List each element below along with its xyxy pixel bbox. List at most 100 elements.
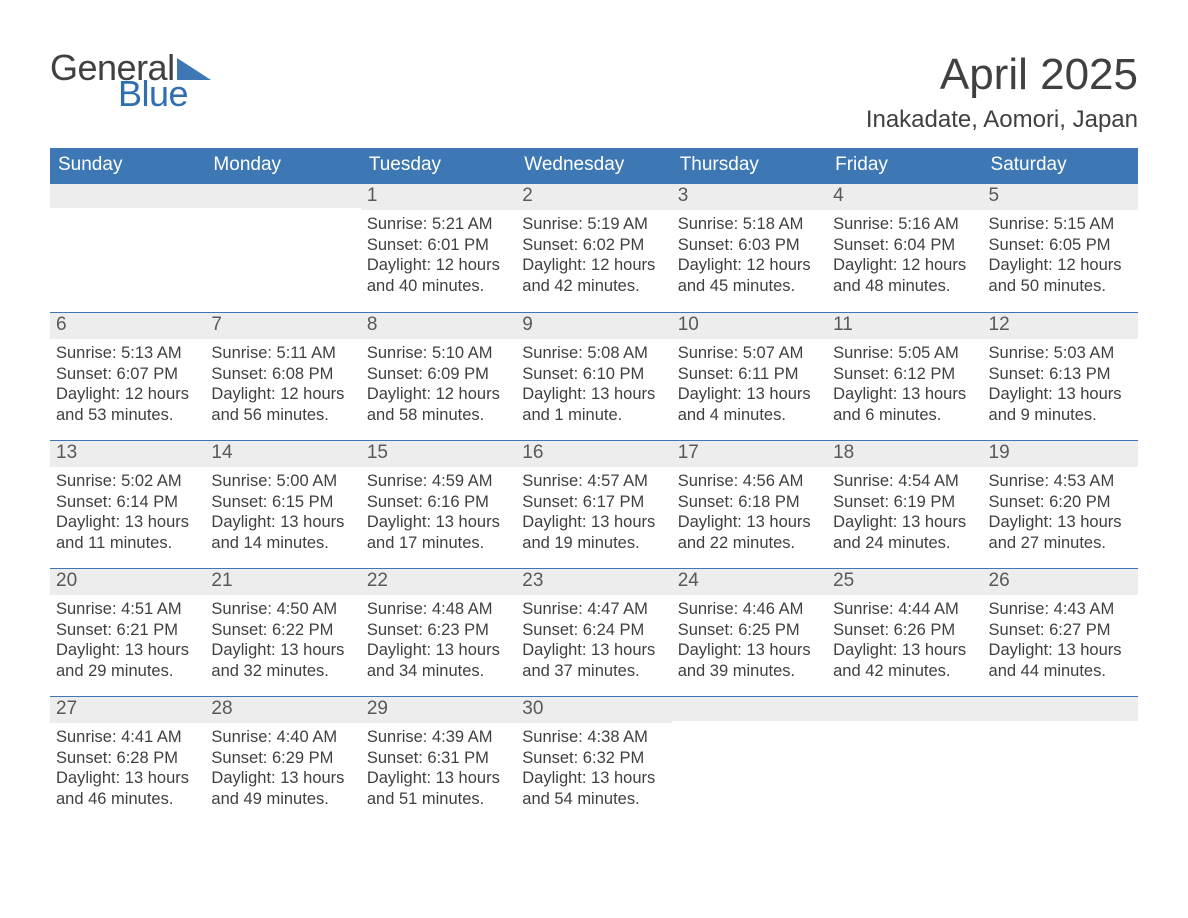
day-number: 29 xyxy=(361,697,516,723)
day-details: Sunrise: 5:13 AMSunset: 6:07 PMDaylight:… xyxy=(50,339,205,432)
day-details: Sunrise: 5:07 AMSunset: 6:11 PMDaylight:… xyxy=(672,339,827,432)
day-details: Sunrise: 5:02 AMSunset: 6:14 PMDaylight:… xyxy=(50,467,205,560)
sunrise-text: Sunrise: 4:57 AM xyxy=(522,471,665,492)
day-number: 20 xyxy=(50,569,205,595)
calendar-day: 15Sunrise: 4:59 AMSunset: 6:16 PMDayligh… xyxy=(361,441,516,568)
sunrise-text: Sunrise: 5:13 AM xyxy=(56,343,199,364)
sunrise-text: Sunrise: 5:07 AM xyxy=(678,343,821,364)
page-title: April 2025 xyxy=(866,50,1138,100)
calendar-day: 27Sunrise: 4:41 AMSunset: 6:28 PMDayligh… xyxy=(50,697,205,824)
calendar-day: 19Sunrise: 4:53 AMSunset: 6:20 PMDayligh… xyxy=(983,441,1138,568)
sunset-text: Sunset: 6:01 PM xyxy=(367,235,510,256)
day-number: 21 xyxy=(205,569,360,595)
calendar-day xyxy=(205,184,360,312)
day-details: Sunrise: 4:47 AMSunset: 6:24 PMDaylight:… xyxy=(516,595,671,688)
sunset-text: Sunset: 6:17 PM xyxy=(522,492,665,513)
day-number: 24 xyxy=(672,569,827,595)
sunset-text: Sunset: 6:23 PM xyxy=(367,620,510,641)
calendar-day: 17Sunrise: 4:56 AMSunset: 6:18 PMDayligh… xyxy=(672,441,827,568)
day-details: Sunrise: 5:03 AMSunset: 6:13 PMDaylight:… xyxy=(983,339,1138,432)
calendar-day xyxy=(827,697,982,824)
sunset-text: Sunset: 6:25 PM xyxy=(678,620,821,641)
sunset-text: Sunset: 6:28 PM xyxy=(56,748,199,769)
daylight-text: Daylight: 13 hours and 49 minutes. xyxy=(211,768,354,809)
sunrise-text: Sunrise: 4:46 AM xyxy=(678,599,821,620)
daylight-text: Daylight: 13 hours and 42 minutes. xyxy=(833,640,976,681)
daylight-text: Daylight: 12 hours and 42 minutes. xyxy=(522,255,665,296)
dow-saturday: Saturday xyxy=(983,148,1138,184)
sunrise-text: Sunrise: 4:59 AM xyxy=(367,471,510,492)
sunrise-text: Sunrise: 5:00 AM xyxy=(211,471,354,492)
sunset-text: Sunset: 6:29 PM xyxy=(211,748,354,769)
daylight-text: Daylight: 13 hours and 51 minutes. xyxy=(367,768,510,809)
calendar-day: 6Sunrise: 5:13 AMSunset: 6:07 PMDaylight… xyxy=(50,313,205,440)
weeks-container: 1Sunrise: 5:21 AMSunset: 6:01 PMDaylight… xyxy=(50,184,1138,824)
sunset-text: Sunset: 6:12 PM xyxy=(833,364,976,385)
day-details: Sunrise: 4:50 AMSunset: 6:22 PMDaylight:… xyxy=(205,595,360,688)
calendar-day xyxy=(672,697,827,824)
day-number: 28 xyxy=(205,697,360,723)
calendar-day: 23Sunrise: 4:47 AMSunset: 6:24 PMDayligh… xyxy=(516,569,671,696)
day-number: 1 xyxy=(361,184,516,210)
daylight-text: Daylight: 13 hours and 27 minutes. xyxy=(989,512,1132,553)
daylight-text: Daylight: 12 hours and 45 minutes. xyxy=(678,255,821,296)
daylight-text: Daylight: 13 hours and 19 minutes. xyxy=(522,512,665,553)
sunset-text: Sunset: 6:10 PM xyxy=(522,364,665,385)
day-of-week-header: Sunday Monday Tuesday Wednesday Thursday… xyxy=(50,148,1138,184)
day-details: Sunrise: 5:10 AMSunset: 6:09 PMDaylight:… xyxy=(361,339,516,432)
sunset-text: Sunset: 6:05 PM xyxy=(989,235,1132,256)
day-number: 26 xyxy=(983,569,1138,595)
daylight-text: Daylight: 12 hours and 40 minutes. xyxy=(367,255,510,296)
sunrise-text: Sunrise: 4:38 AM xyxy=(522,727,665,748)
sunrise-text: Sunrise: 4:39 AM xyxy=(367,727,510,748)
day-details: Sunrise: 4:59 AMSunset: 6:16 PMDaylight:… xyxy=(361,467,516,560)
sunrise-text: Sunrise: 4:51 AM xyxy=(56,599,199,620)
sunset-text: Sunset: 6:02 PM xyxy=(522,235,665,256)
sunrise-text: Sunrise: 4:50 AM xyxy=(211,599,354,620)
title-block: April 2025 Inakadate, Aomori, Japan xyxy=(866,50,1138,134)
day-details: Sunrise: 4:40 AMSunset: 6:29 PMDaylight:… xyxy=(205,723,360,816)
sunset-text: Sunset: 6:11 PM xyxy=(678,364,821,385)
dow-sunday: Sunday xyxy=(50,148,205,184)
dow-tuesday: Tuesday xyxy=(361,148,516,184)
sunrise-text: Sunrise: 4:54 AM xyxy=(833,471,976,492)
day-number: 6 xyxy=(50,313,205,339)
calendar-day: 9Sunrise: 5:08 AMSunset: 6:10 PMDaylight… xyxy=(516,313,671,440)
sunset-text: Sunset: 6:26 PM xyxy=(833,620,976,641)
calendar-day: 25Sunrise: 4:44 AMSunset: 6:26 PMDayligh… xyxy=(827,569,982,696)
daylight-text: Daylight: 13 hours and 29 minutes. xyxy=(56,640,199,681)
day-number xyxy=(983,697,1138,721)
calendar-day: 16Sunrise: 4:57 AMSunset: 6:17 PMDayligh… xyxy=(516,441,671,568)
sunrise-text: Sunrise: 5:10 AM xyxy=(367,343,510,364)
calendar-page: General Blue April 2025 Inakadate, Aomor… xyxy=(0,0,1188,864)
sunset-text: Sunset: 6:13 PM xyxy=(989,364,1132,385)
day-number xyxy=(827,697,982,721)
sunrise-text: Sunrise: 4:53 AM xyxy=(989,471,1132,492)
daylight-text: Daylight: 13 hours and 1 minute. xyxy=(522,384,665,425)
calendar-day: 26Sunrise: 4:43 AMSunset: 6:27 PMDayligh… xyxy=(983,569,1138,696)
day-number: 9 xyxy=(516,313,671,339)
calendar-day: 10Sunrise: 5:07 AMSunset: 6:11 PMDayligh… xyxy=(672,313,827,440)
calendar-day: 4Sunrise: 5:16 AMSunset: 6:04 PMDaylight… xyxy=(827,184,982,312)
day-details: Sunrise: 4:54 AMSunset: 6:19 PMDaylight:… xyxy=(827,467,982,560)
calendar-day: 18Sunrise: 4:54 AMSunset: 6:19 PMDayligh… xyxy=(827,441,982,568)
sunset-text: Sunset: 6:09 PM xyxy=(367,364,510,385)
sunset-text: Sunset: 6:15 PM xyxy=(211,492,354,513)
sunset-text: Sunset: 6:07 PM xyxy=(56,364,199,385)
calendar-week: 6Sunrise: 5:13 AMSunset: 6:07 PMDaylight… xyxy=(50,312,1138,440)
day-details: Sunrise: 5:16 AMSunset: 6:04 PMDaylight:… xyxy=(827,210,982,303)
daylight-text: Daylight: 13 hours and 14 minutes. xyxy=(211,512,354,553)
daylight-text: Daylight: 13 hours and 39 minutes. xyxy=(678,640,821,681)
day-number: 25 xyxy=(827,569,982,595)
sunrise-text: Sunrise: 5:11 AM xyxy=(211,343,354,364)
sunrise-text: Sunrise: 4:43 AM xyxy=(989,599,1132,620)
daylight-text: Daylight: 13 hours and 6 minutes. xyxy=(833,384,976,425)
dow-wednesday: Wednesday xyxy=(516,148,671,184)
daylight-text: Daylight: 13 hours and 32 minutes. xyxy=(211,640,354,681)
calendar-week: 1Sunrise: 5:21 AMSunset: 6:01 PMDaylight… xyxy=(50,184,1138,312)
sunrise-text: Sunrise: 4:48 AM xyxy=(367,599,510,620)
calendar-day: 14Sunrise: 5:00 AMSunset: 6:15 PMDayligh… xyxy=(205,441,360,568)
sunset-text: Sunset: 6:16 PM xyxy=(367,492,510,513)
daylight-text: Daylight: 13 hours and 46 minutes. xyxy=(56,768,199,809)
day-number: 30 xyxy=(516,697,671,723)
